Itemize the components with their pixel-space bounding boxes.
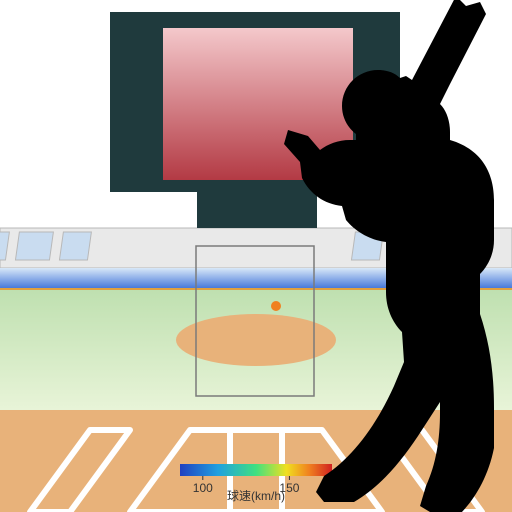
- stands-window: [15, 232, 53, 260]
- pitchers-mound: [176, 314, 336, 366]
- pitch-location-diagram: 100150球速(km/h): [0, 0, 512, 512]
- speed-tick-label: 100: [193, 481, 213, 495]
- speed-colorbar: [180, 464, 332, 476]
- scoreboard-neck: [197, 192, 317, 228]
- stands-window: [59, 232, 91, 260]
- pitch-marker: [271, 301, 281, 311]
- speed-axis-label: 球速(km/h): [227, 489, 285, 503]
